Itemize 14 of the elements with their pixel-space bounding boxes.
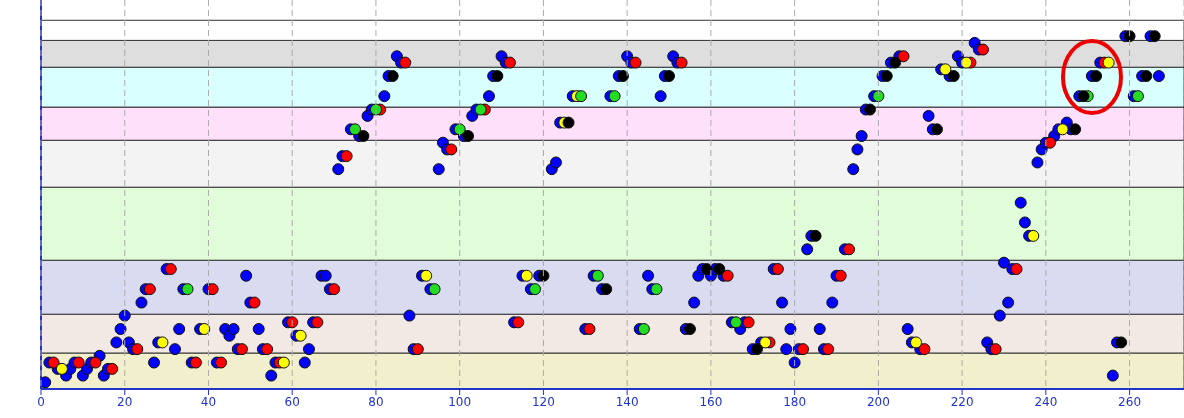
x-tick-label: 200 bbox=[866, 394, 890, 409]
x-tick-label: 80 bbox=[368, 394, 384, 409]
x-tick-label: 120 bbox=[531, 394, 555, 409]
x-tick-label: 180 bbox=[783, 394, 807, 409]
x-tick-label: 20 bbox=[117, 394, 133, 409]
x-tick-label: 40 bbox=[200, 394, 217, 409]
x-tick-label: 160 bbox=[699, 394, 723, 409]
x-tick-label: 240 bbox=[1034, 394, 1058, 409]
x-tick-label: 0 bbox=[37, 394, 45, 409]
x-tick-label: 140 bbox=[615, 394, 639, 409]
x-tick-label: 60 bbox=[284, 394, 300, 409]
x-tick-label: 260 bbox=[1118, 394, 1142, 409]
x-tick-label: 100 bbox=[448, 394, 472, 409]
x-tick-label: 220 bbox=[950, 394, 974, 409]
